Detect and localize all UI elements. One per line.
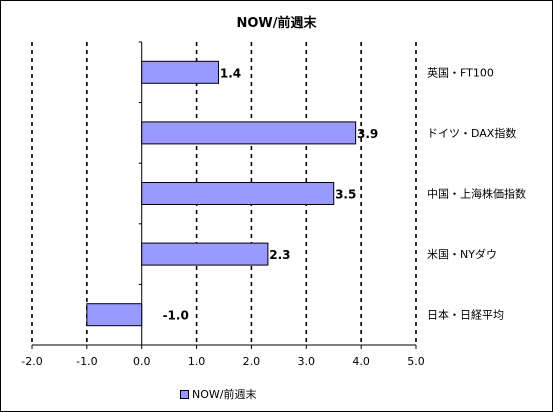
data-label: -1.0 xyxy=(163,309,189,323)
category-label: 日本・日経平均 xyxy=(427,308,504,322)
category-label: ドイツ・DAX指数 xyxy=(427,126,516,140)
x-tick-label: -2.0 xyxy=(21,355,42,368)
category-label: 中国・上海株価指数 xyxy=(427,187,526,201)
x-tick-label: -1.0 xyxy=(76,355,97,368)
bar xyxy=(141,242,269,266)
data-label: 3.9 xyxy=(357,127,378,141)
bar xyxy=(141,60,220,84)
chart-title: NOW/前週末 xyxy=(236,16,317,31)
data-label: 3.5 xyxy=(335,188,356,202)
legend: NOW/前週末 xyxy=(180,386,256,402)
x-tick-label: 4.0 xyxy=(352,355,370,368)
bar xyxy=(86,303,143,327)
category-label: 米国・NYダウ xyxy=(427,247,497,261)
x-tick-label: 5.0 xyxy=(407,355,425,368)
bar xyxy=(141,182,335,205)
data-label: 1.4 xyxy=(220,66,241,80)
x-tick-label: 0.0 xyxy=(133,355,151,368)
x-tick-label: 1.0 xyxy=(188,355,206,368)
x-tick-label: 2.0 xyxy=(243,355,261,368)
data-label: 2.3 xyxy=(269,248,290,262)
x-tick-label: 3.0 xyxy=(298,355,316,368)
legend-label: NOW/前週末 xyxy=(192,388,257,401)
bar xyxy=(141,121,357,145)
legend-swatch xyxy=(180,389,189,399)
category-label: 英国・FT100 xyxy=(427,65,494,79)
